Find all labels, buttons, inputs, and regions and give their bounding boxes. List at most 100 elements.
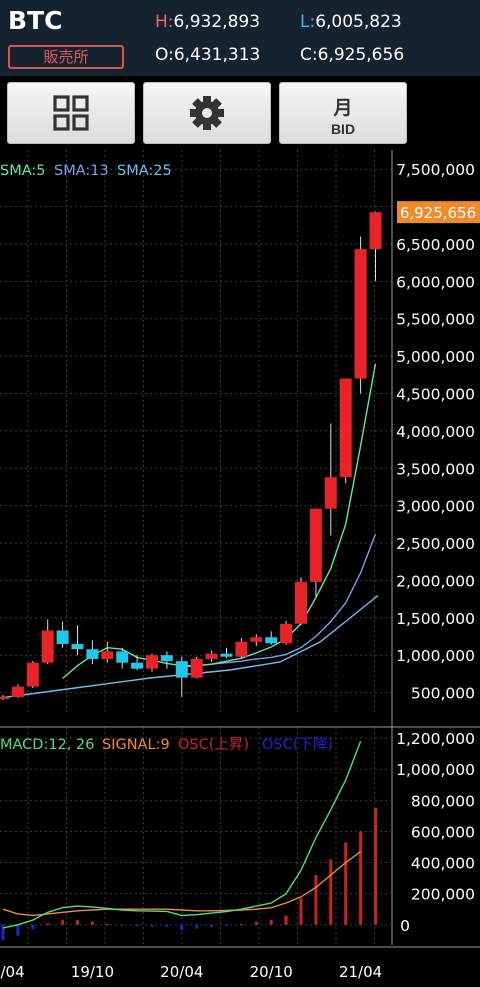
osc-bar [165,924,169,927]
close-price: C:6,925,656 [300,45,404,65]
price-axis-tick-label: 4,000,000 [396,423,475,441]
price-axis-tick-label: 3,500,000 [396,460,475,478]
candle-body [354,249,367,379]
osc-bar [329,859,333,925]
osc-bar [1,924,5,941]
osc-bar [61,920,65,925]
gear-icon [190,96,224,130]
osc-bar [16,924,20,936]
osc-bar [150,924,154,927]
price-axis-tick-label: 500,000 [411,685,475,703]
low-value: 6,005,823 [315,12,402,32]
current-price-badge [397,201,480,224]
candle-body [220,653,233,657]
x-axis-tick-label: 20/10 [250,963,293,981]
osc-bar [359,831,363,925]
price-axis-tick-label: 5,000,000 [396,348,475,366]
price-axis-tick-label: 4,500,000 [396,386,475,404]
low-key: L: [300,12,316,32]
osc-bar [239,924,243,925]
osc-bar [105,924,109,925]
candle-body [190,658,203,678]
osc-bar [254,921,258,925]
x-axis-tick-label: 21/04 [339,963,382,981]
candle-body [205,653,218,659]
candle-body [235,641,248,657]
price-axis-tick-label: 3,000,000 [396,498,475,516]
sma-legend-label: SMA:25 [117,163,172,179]
macd-axis-tick-label: 1,000,000 [396,761,475,779]
macd-legend-label: MACD:12, 26 [0,737,94,753]
macd-axis-tick-label: 0 [400,917,410,935]
price-axis-tick-label: 1,000,000 [396,647,475,665]
osc-bar [225,924,228,926]
period-label: 月 [333,97,353,119]
candle-body [250,637,263,642]
chart-toolbar: 月 BID [0,76,480,150]
candle-body [26,662,39,687]
osc-bar [135,924,139,927]
candle-body [175,661,188,678]
price-axis-tick-label: 6,000,000 [396,273,475,291]
candle-body [41,630,54,663]
osc-bar [46,923,50,925]
osc-bar [284,915,288,925]
osc-bar [314,875,318,925]
osc-bar [374,808,377,925]
macd-legend-label: SIGNAL:9 [102,737,170,753]
x-axis-tick-label: 20/04 [160,963,203,981]
high-key: H: [155,12,174,32]
macd-legend-label: OSC(下降) [262,736,333,753]
candle-body [324,477,337,509]
x-axis-tick-label: 19/04 [0,963,25,981]
signal-line [2,851,362,917]
candle-body [11,686,24,698]
price-axis-tick-label: 5,500,000 [396,311,475,329]
low-price: L:6,005,823 [300,12,402,32]
current-price-label: 6,925,656 [400,204,476,222]
chart-area[interactable]: 500,000 1,000,000 1,500,000 2,000,000 2,500,… [0,150,480,987]
macd-legend-label: OSC(上昇) [178,736,249,753]
candle-body [160,655,173,662]
osc-bar [195,924,199,929]
x-axis-tick-label: 19/10 [71,963,114,981]
macd-axis-tick-label: 400,000 [411,855,475,873]
price-axis-tick-label: 6,500,000 [396,236,475,254]
price-axis-tick-label: 7,500,000 [396,161,475,179]
candle-body [0,697,9,700]
macd-axis-tick-label: 600,000 [411,823,475,841]
osc-bar [180,924,184,931]
macd-line [2,740,362,929]
osc-bar [120,924,124,926]
macd-axis-tick-label: 1,200,000 [396,730,475,748]
exchange-badge: 販売所 [8,45,124,69]
osc-bar [31,924,35,930]
candle-body [101,651,114,659]
candle-body [280,623,293,644]
candle-body [146,655,158,669]
close-value: 6,925,656 [317,45,405,65]
candle-body [71,643,84,650]
sma-legend-label: SMA:13 [54,163,109,179]
candle-body [295,581,307,624]
price-header: BTC 販売所 H:6,932,893 L:6,005,823 O:6,431,… [0,0,480,76]
high-value: 6,932,893 [173,12,261,32]
sma-legend-label: SMA:5 [0,163,46,179]
close-key: C: [300,45,318,65]
candle-body [116,651,129,663]
price-axis-tick-label: 2,000,000 [396,572,475,590]
settings-button[interactable] [143,82,271,144]
osc-bar [76,920,79,925]
candle-body [339,378,352,478]
period-button[interactable]: 月 BID [279,82,407,144]
open-value: 6,431,313 [173,45,261,65]
osc-bar [269,920,273,925]
layout-button[interactable] [7,82,135,144]
candle-body [131,662,144,669]
candle-body [369,212,382,250]
open-price: O:6,431,313 [155,45,260,65]
candle-body [86,649,99,659]
grid-icon [53,95,89,131]
osc-bar [210,924,214,928]
symbol-name[interactable]: BTC [8,6,63,35]
